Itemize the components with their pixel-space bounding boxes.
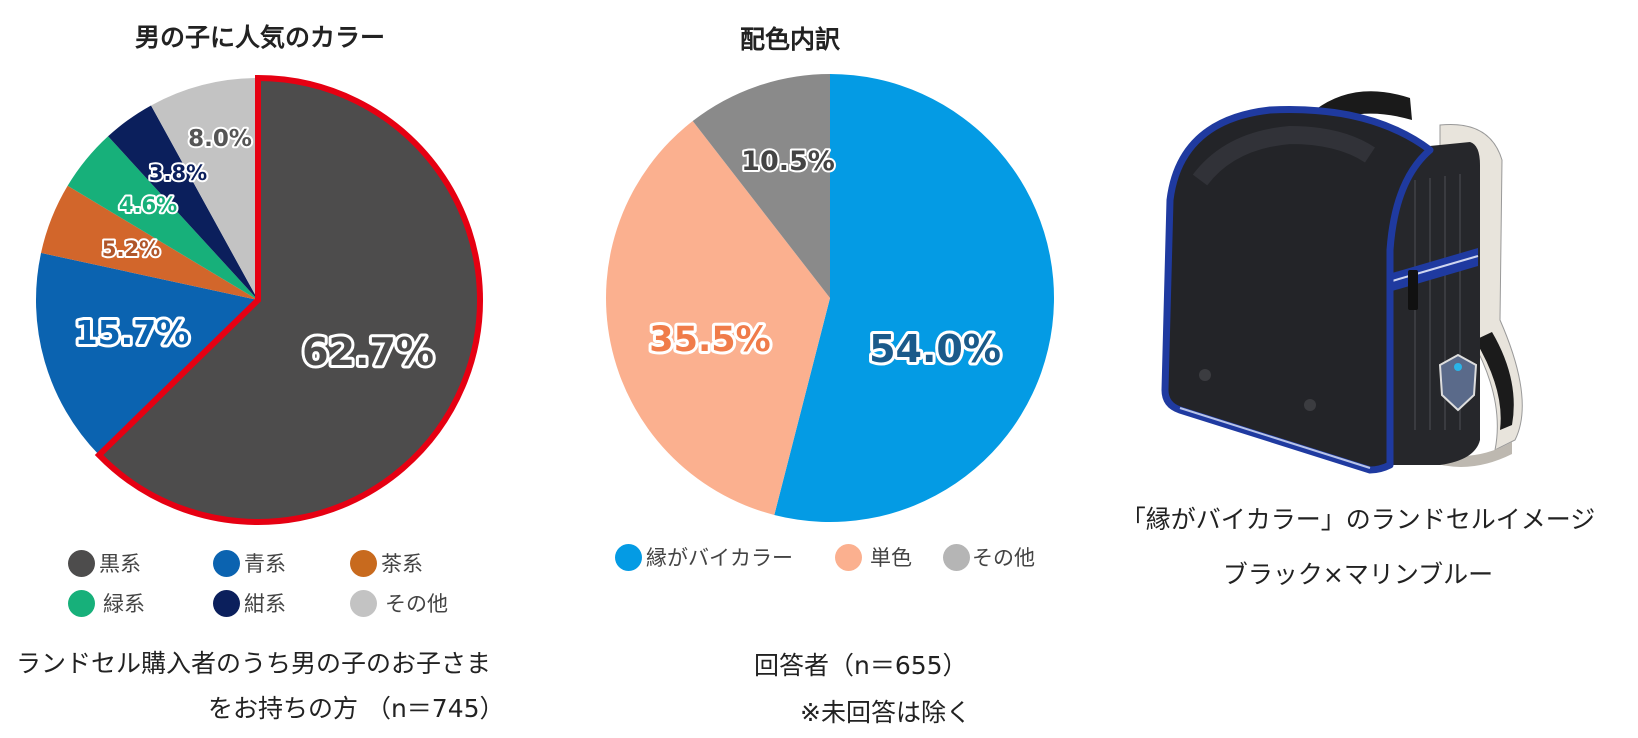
legend-item-brown: 茶系: [350, 548, 423, 578]
legend-item-black: 黒系: [68, 548, 141, 578]
middle-pie-chart: 54.0% 35.5% 10.5%: [606, 74, 1054, 522]
pie-slice: [99, 78, 480, 522]
legend-item-other2: その他: [943, 542, 1035, 572]
slice-value-label: 35.5%: [649, 320, 770, 360]
left-chart-note-line2: をお持ちの方 （n＝745）: [208, 694, 505, 723]
legend-item-bicolor: 縁がバイカラー: [615, 542, 793, 572]
pie-slice: [151, 78, 258, 300]
middle-chart-title: 配色内訳: [739, 25, 840, 54]
front-flap: [1161, 106, 1434, 474]
legend-label: その他: [385, 592, 448, 616]
slice-value-label: 4.6%: [119, 193, 177, 217]
slice-value-label: 62.7%: [302, 330, 434, 374]
legend-swatch: [615, 543, 642, 571]
legend-swatch: [213, 589, 240, 617]
slice-value-label: 10.5%: [741, 146, 835, 177]
highlight-outline: [94, 74, 483, 525]
pie-slice: [774, 74, 1054, 522]
product-caption-line1: 「縁がバイカラー」のランドセルイメージ: [1120, 505, 1596, 534]
product-caption-line2: ブラック×マリンブルー: [1222, 560, 1494, 589]
legend-label: 単色: [870, 546, 912, 570]
slice-value-label: 54.0%: [869, 327, 1001, 371]
slice-value-label: 5.2%: [102, 237, 160, 261]
pie-slice: [692, 74, 830, 298]
legend-label: 緑系: [103, 592, 145, 616]
legend-label: 縁がバイカラー: [646, 546, 793, 570]
legend-item-single: 単色: [835, 542, 912, 572]
pie-slice: [35, 252, 258, 455]
legend-swatch: [68, 589, 95, 617]
middle-chart-note-line2: ※未回答は除く: [800, 698, 971, 727]
left-chart-title: 男の子に人気のカラー: [134, 23, 385, 52]
pie-slice: [606, 121, 830, 515]
legend-label: 茶系: [381, 552, 423, 576]
legend-label: 紺系: [244, 592, 286, 616]
legend-item-other: その他: [350, 588, 448, 618]
pie-slice: [108, 105, 259, 300]
middle-chart-note-line1: 回答者（n＝655）: [754, 651, 968, 680]
legend-swatch: [68, 549, 95, 577]
legend-label: 黒系: [99, 552, 141, 576]
legend-item-blue: 青系: [213, 548, 286, 578]
slice-value-label: 15.7%: [75, 313, 190, 352]
legend-label: 青系: [244, 552, 286, 576]
left-pie-chart: 62.7% 15.7% 5.2% 4.6% 3.8% 8.0%: [35, 74, 483, 525]
legend-swatch: [350, 589, 377, 617]
randoseru-image: [1161, 91, 1523, 474]
pie-slice: [67, 136, 258, 300]
legend-swatch: [213, 549, 240, 577]
legend-swatch: [350, 549, 377, 577]
legend-swatch: [835, 543, 862, 571]
slice-value-label: 8.0%: [188, 126, 252, 152]
left-chart-note-line1: ランドセル購入者のうち男の子のお子さま: [16, 649, 492, 678]
legend-item-green: 緑系: [68, 588, 145, 618]
legend-label: その他: [972, 546, 1035, 570]
pie-slice: [41, 185, 258, 300]
legend-item-navy: 紺系: [213, 588, 286, 618]
slice-value-label: 3.8%: [149, 161, 207, 185]
legend-swatch: [943, 543, 970, 571]
emblem: [1438, 353, 1478, 412]
